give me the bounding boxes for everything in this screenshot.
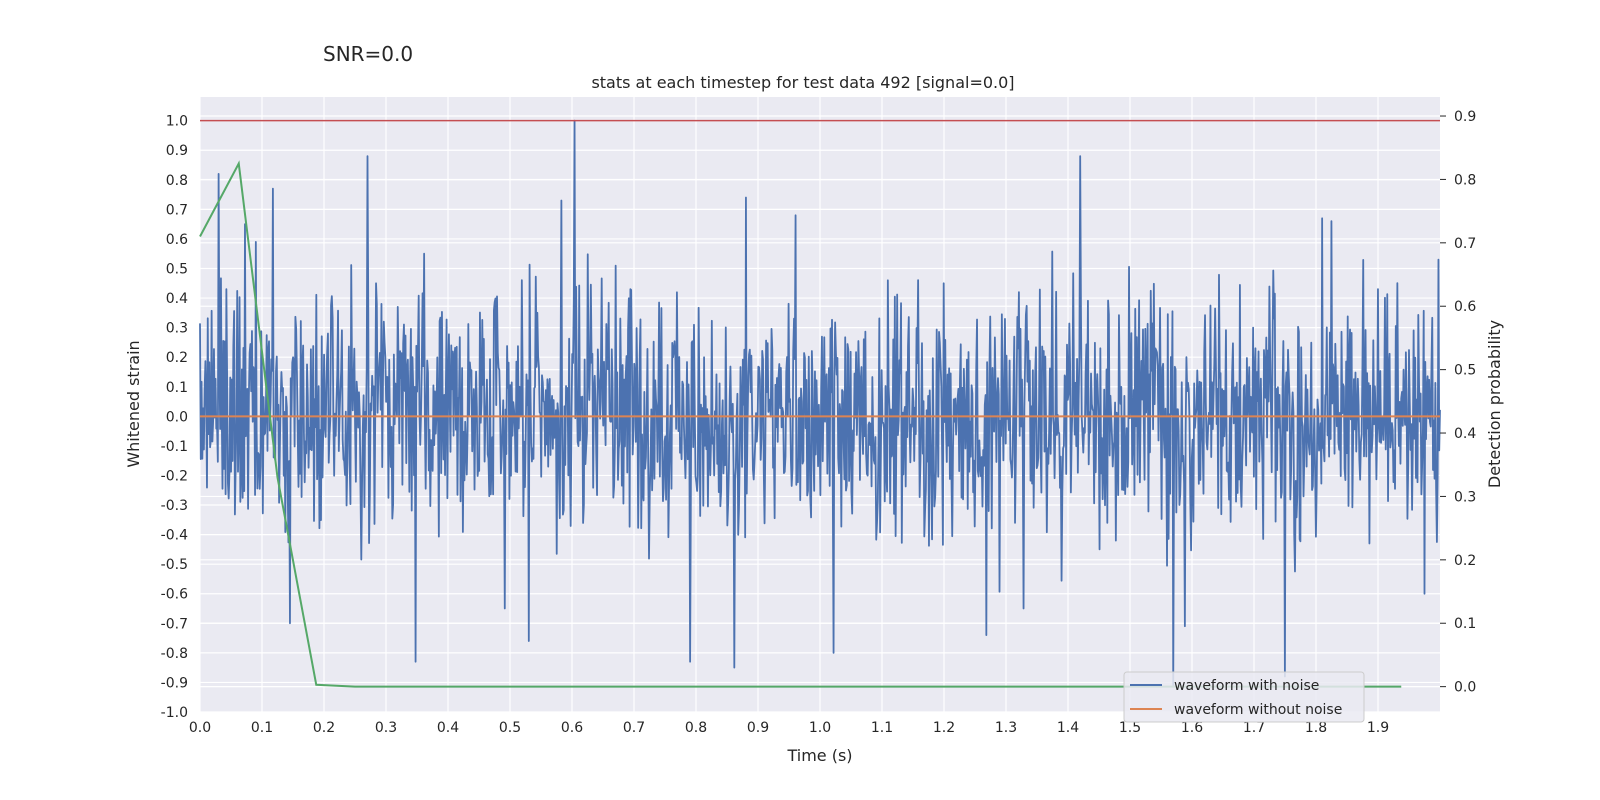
x-tick-label: 0.8 <box>685 720 707 736</box>
legend-label-waveform-without-noise: waveform without noise <box>1174 702 1342 718</box>
y2-axis-label: Detection probability <box>1485 320 1504 488</box>
y-tick-label: -0.4 <box>161 528 188 544</box>
y2-tick-label: 0.5 <box>1454 363 1476 379</box>
y-tick-label: 0.5 <box>166 261 188 277</box>
x-tick-label: 0.0 <box>189 720 211 736</box>
y-tick-label: -0.6 <box>161 587 188 603</box>
y-tick-label: 0.8 <box>166 173 188 189</box>
x-tick-label: 1.6 <box>1181 720 1203 736</box>
y-tick-label: -0.9 <box>161 675 188 691</box>
x-tick-label: 1.9 <box>1367 720 1389 736</box>
legend-box <box>1123 671 1365 723</box>
y-tick-label: 1.0 <box>166 114 188 130</box>
x-tick-label: 1.8 <box>1305 720 1327 736</box>
x-tick-label: 1.3 <box>995 720 1017 736</box>
legend: waveform with noise waveform without noi… <box>1123 671 1365 723</box>
y-tick-label: 0.4 <box>166 291 188 307</box>
y-tick-label: 0.6 <box>166 232 188 248</box>
y2-tick-label: 0.6 <box>1454 299 1476 315</box>
x-tick-label: 0.1 <box>251 720 273 736</box>
x-tick-label: 0.7 <box>623 720 645 736</box>
x-tick-label: 1.5 <box>1119 720 1141 736</box>
y-tick-label: 0.3 <box>166 321 188 337</box>
x-tick-label: 1.1 <box>871 720 893 736</box>
y-tick-label: -1.0 <box>161 705 188 721</box>
y2-tick-label: 0.2 <box>1454 553 1476 569</box>
legend-label-waveform-with-noise: waveform with noise <box>1174 678 1319 694</box>
chart-title: stats at each timestep for test data 492… <box>591 73 1014 92</box>
y-tick-label: -0.5 <box>161 557 188 573</box>
x-tick-label: 1.7 <box>1243 720 1265 736</box>
y2-tick-label: 0.1 <box>1454 616 1476 632</box>
x-axis-label: Time (s) <box>786 746 852 765</box>
y-tick-label: -0.3 <box>161 498 188 514</box>
y-tick-label: 0.2 <box>166 350 188 366</box>
y-tick-label: -0.8 <box>161 646 188 662</box>
x-tick-label: 1.4 <box>1057 720 1079 736</box>
y-tick-label: -0.2 <box>161 468 188 484</box>
y-tick-label: -0.1 <box>161 439 188 455</box>
x-tick-label: 0.2 <box>313 720 335 736</box>
y-tick-label: 0.1 <box>166 380 188 396</box>
x-tick-label: 1.2 <box>933 720 955 736</box>
y2-tick-label: 0.8 <box>1454 172 1476 188</box>
series-layer <box>199 119 1441 688</box>
x-tick-label: 0.9 <box>747 720 769 736</box>
y2-tick-labels: 0.0 0.1 0.2 0.3 0.4 0.5 0.6 0.7 0.8 0.9 <box>1440 109 1476 696</box>
y-tick-label: -0.7 <box>161 616 188 632</box>
y2-tick-label: 0.9 <box>1454 109 1476 125</box>
x-tick-label: 1.0 <box>809 720 831 736</box>
y-tick-label: 0.9 <box>166 143 188 159</box>
x-tick-labels: 0.0 0.1 0.2 0.3 0.4 0.5 0.6 0.7 0.8 0.9 1.0 1.1 1.2 1… <box>189 720 1389 736</box>
x-tick-label: 0.6 <box>561 720 583 736</box>
x-tick-label: 0.3 <box>375 720 397 736</box>
suptitle: SNR=0.0 <box>323 42 413 66</box>
series-line-detection-probability <box>199 160 1402 688</box>
y-tick-labels: -1.0 -0.9 -0.8 -0.7 -0.6 -0.5 -0.4 -0.3 -0.2 -0.1… <box>161 114 188 721</box>
x-tick-label: 0.5 <box>499 720 521 736</box>
y2-tick-label: 0.4 <box>1454 426 1476 442</box>
y2-tick-label: 0.0 <box>1454 680 1476 696</box>
y2-tick-label: 0.7 <box>1454 236 1476 252</box>
y-tick-label: 0.0 <box>166 409 188 425</box>
y-axis-label: Whitened strain <box>124 340 143 467</box>
y-tick-label: 0.7 <box>166 202 188 218</box>
x-tick-label: 0.4 <box>437 720 459 736</box>
y2-tick-label: 0.3 <box>1454 489 1476 505</box>
